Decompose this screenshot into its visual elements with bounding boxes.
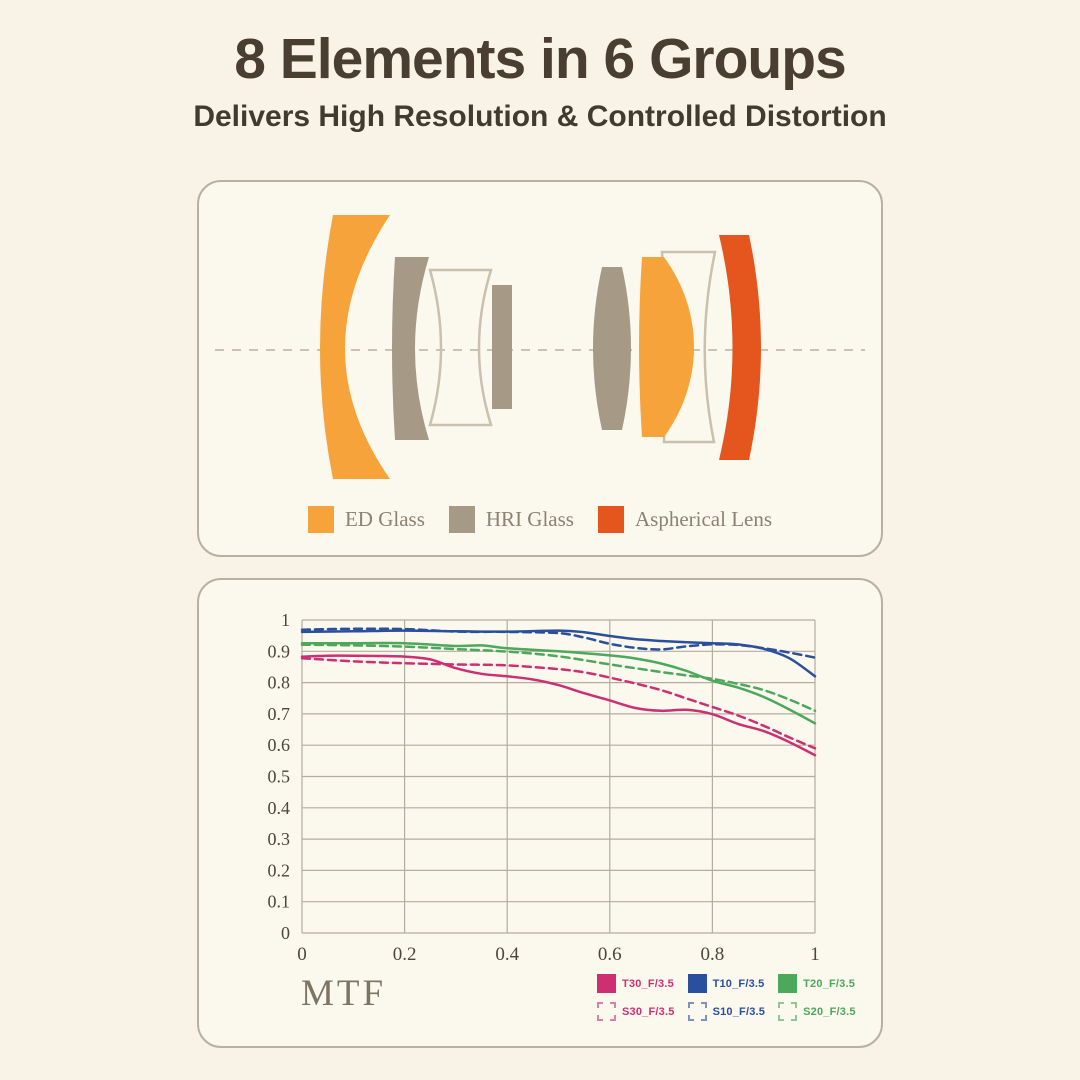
lens-element-3-plain-glass: [428, 268, 493, 427]
series-T30_F/3.5: [300, 654, 817, 757]
chart-legend-label: S20_F/3.5: [803, 1005, 856, 1018]
x-tick-label: 0.2: [393, 944, 417, 965]
chart-legend-item: S10_F/3.5: [687, 1002, 766, 1021]
y-tick-label: 0.4: [268, 798, 291, 818]
lens-legend-item-asph: Aspherical Lens: [597, 506, 773, 533]
lens-element-1-ed-glass: [320, 215, 390, 479]
lens-legend-item-ed: ED Glass: [307, 506, 425, 533]
chart-legend-item: T30_F/3.5: [597, 974, 675, 993]
solid-series-swatch: [778, 974, 798, 993]
chart-title: MTF: [301, 973, 387, 1014]
lens-element-8-aspherical: [719, 235, 761, 460]
series-S30_F/3.5: [300, 656, 817, 750]
x-tick-label: 0.4: [495, 944, 519, 965]
y-tick-label: 0: [281, 923, 290, 943]
lens-element-2-hri-glass: [392, 257, 429, 440]
hri-glass-label: HRI Glass: [485, 507, 574, 531]
chart-legend-label: T10_F/3.5: [712, 977, 765, 990]
y-tick-label: 0.6: [268, 735, 291, 755]
header: 8 Elements in 6 Groups Delivers High Res…: [0, 26, 1080, 134]
series-T20_F/3.5: [300, 641, 817, 725]
y-tick-label: 0.5: [268, 767, 291, 787]
x-tick-label: 0.6: [598, 944, 622, 965]
aspherical-lens-swatch: [597, 506, 624, 533]
page-title: 8 Elements in 6 Groups: [234, 27, 847, 91]
chart-legend-label: T20_F/3.5: [803, 977, 856, 990]
lens-cross-section: [215, 215, 865, 479]
y-tick-label: 0.8: [268, 673, 291, 693]
lens-element-5-hri-glass: [593, 267, 631, 430]
series-S20_F/3.5: [300, 643, 817, 713]
lens-element-6-ed-glass: [639, 257, 694, 437]
chart-legend-label: T30_F/3.5: [622, 977, 674, 990]
x-tick-label: 1: [810, 944, 820, 965]
y-tick-label: 0.1: [268, 892, 291, 912]
ed-glass-label: ED Glass: [344, 507, 425, 531]
y-tick-label: 0.9: [268, 641, 291, 661]
chart-legend-item: S30_F/3.5: [597, 1002, 675, 1021]
dashed-series-swatch: [687, 1002, 707, 1021]
dashed-series-swatch: [597, 1002, 616, 1021]
y-tick-label: 0.7: [268, 704, 291, 724]
mtf-plot: 0 0.1 0.2 0.3 0.4 0.5 0.6 0.7 0.8 0.9 1 0 0.2 0.4 0.6 0…: [268, 610, 820, 965]
x-tick-label: 0.8: [701, 944, 725, 965]
chart-legend-item: T20_F/3.5: [778, 974, 856, 993]
chart-legend: T30_F/3.5 T10_F/3.5 T20_F/3.5 S30_F/3.5 S10_…: [597, 974, 856, 1021]
lens-diagram-panel: ED Glass HRI Glass Aspherical Lens: [197, 180, 883, 557]
solid-series-swatch: [687, 974, 707, 993]
series-T10_F/3.5: [300, 629, 817, 678]
y-tick-label: 1: [281, 610, 290, 630]
chart-legend-label: S10_F/3.5: [712, 1005, 766, 1018]
lens-legend-item-hri: HRI Glass: [448, 506, 574, 533]
chart-legend-item: S20_F/3.5: [778, 1002, 856, 1021]
x-tick-label: 0: [297, 944, 307, 965]
lens-element-4-hri-glass: [492, 285, 512, 409]
chart-legend-item: T10_F/3.5: [687, 974, 766, 993]
mtf-chart-panel: 0 0.1 0.2 0.3 0.4 0.5 0.6 0.7 0.8 0.9 1 0 0.2 0.4 0.6 0…: [197, 578, 883, 1048]
page-subtitle: Delivers High Resolution & Controlled Di…: [193, 100, 887, 133]
hri-glass-swatch: [448, 506, 475, 533]
aspherical-lens-label: Aspherical Lens: [634, 507, 773, 531]
ed-glass-swatch: [307, 506, 334, 533]
dashed-series-swatch: [778, 1002, 798, 1021]
y-tick-label: 0.3: [268, 829, 291, 849]
y-tick-label: 0.2: [268, 860, 291, 880]
lens-legend: ED Glass HRI Glass Aspherical Lens: [199, 506, 881, 533]
chart-legend-label: S30_F/3.5: [622, 1005, 675, 1018]
solid-series-swatch: [597, 974, 616, 993]
